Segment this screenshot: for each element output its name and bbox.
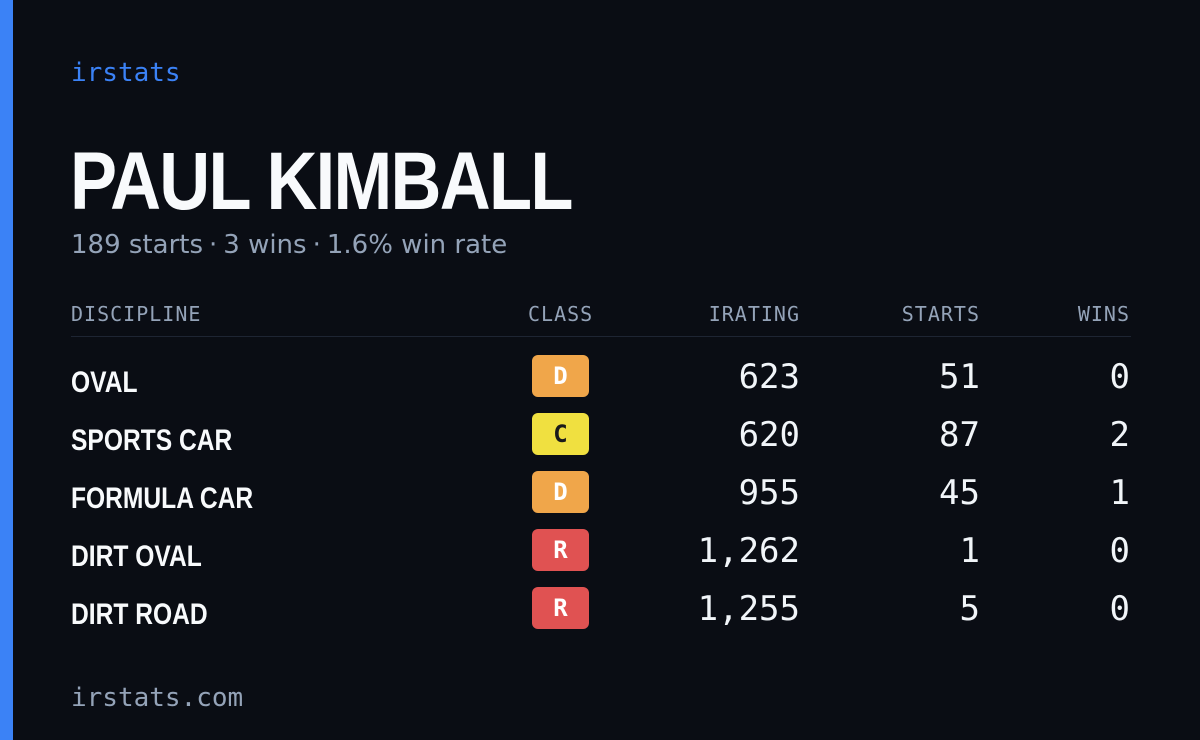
stats-table: DISCIPLINE CLASS IRATING STARTS WINS OVA… [71, 296, 1131, 643]
cell-irating: 623 [738, 357, 800, 397]
table-row: DIRT ROAD R 1,255 5 0 [71, 585, 1131, 643]
header-wins: WINS [1077, 302, 1130, 326]
footer-url: irstats.com [71, 683, 244, 713]
cell-discipline: DIRT OVAL [71, 540, 202, 573]
cell-wins: 1 [1109, 473, 1130, 513]
summary-starts: 189 starts [71, 230, 203, 260]
cell-starts: 1 [959, 531, 980, 571]
cell-wins: 0 [1109, 531, 1130, 571]
cell-wins: 0 [1109, 589, 1130, 629]
table-row: OVAL D 623 51 0 [71, 353, 1131, 411]
table-row: SPORTS CAR C 620 87 2 [71, 411, 1131, 469]
table-body: OVAL D 623 51 0 SPORTS CAR C 620 87 2 FO… [71, 353, 1131, 643]
table-header: DISCIPLINE CLASS IRATING STARTS WINS [71, 296, 1131, 337]
class-badge: R [532, 529, 589, 571]
cell-starts: 5 [959, 589, 980, 629]
header-irating: IRATING [708, 302, 800, 326]
cell-starts: 51 [939, 357, 980, 397]
cell-discipline: OVAL [71, 366, 138, 399]
cell-discipline: FORMULA CAR [71, 482, 254, 515]
cell-wins: 2 [1109, 415, 1130, 455]
cell-irating: 1,255 [697, 589, 800, 629]
cell-irating: 620 [738, 415, 800, 455]
summary-wins: 3 wins [223, 230, 307, 260]
cell-starts: 45 [939, 473, 980, 513]
header-class: CLASS [528, 302, 594, 326]
player-name: PAUL KIMBALL [70, 136, 573, 227]
cell-irating: 955 [738, 473, 800, 513]
table-row: FORMULA CAR D 955 45 1 [71, 469, 1131, 527]
summary-separator: · [209, 230, 218, 260]
class-badge: D [532, 355, 589, 397]
header-discipline: DISCIPLINE [71, 302, 202, 326]
cell-irating: 1,262 [697, 531, 800, 571]
accent-bar [0, 0, 13, 740]
cell-discipline: SPORTS CAR [71, 424, 233, 457]
class-badge: D [532, 471, 589, 513]
player-summary: 189 starts · 3 wins · 1.6% win rate [71, 228, 507, 262]
cell-discipline: DIRT ROAD [71, 598, 208, 631]
brand-logo-text: irstats [71, 58, 181, 88]
class-badge: C [532, 413, 589, 455]
summary-separator: · [312, 230, 321, 260]
table-row: DIRT OVAL R 1,262 1 0 [71, 527, 1131, 585]
cell-wins: 0 [1109, 357, 1130, 397]
class-badge: R [532, 587, 589, 629]
summary-win-rate: 1.6% win rate [326, 230, 508, 260]
cell-starts: 87 [939, 415, 980, 455]
header-starts: STARTS [901, 302, 980, 326]
